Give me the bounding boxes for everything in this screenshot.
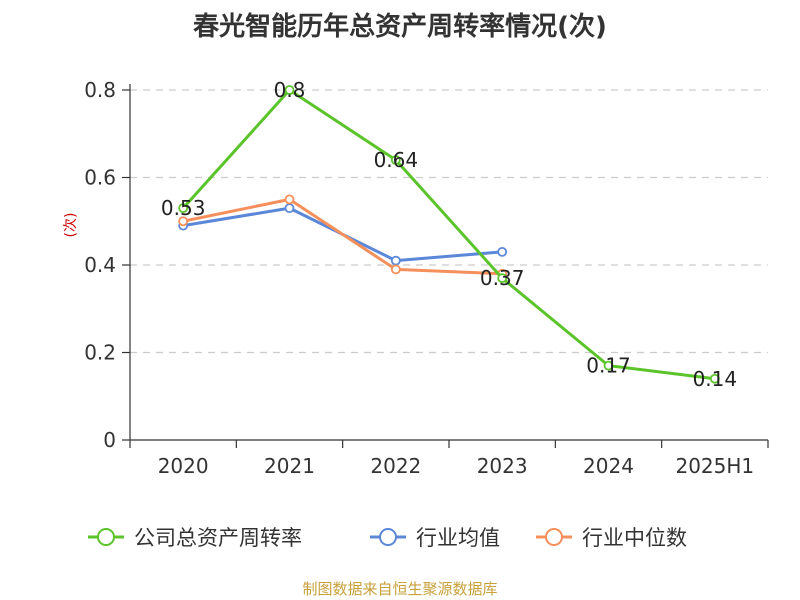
data-point bbox=[178, 216, 189, 227]
data-point bbox=[603, 360, 614, 371]
data-point bbox=[497, 246, 508, 257]
series-lines bbox=[178, 85, 720, 384]
data-point bbox=[390, 255, 401, 266]
data-point bbox=[497, 273, 508, 284]
legend-label: 行业中位数 bbox=[582, 526, 687, 550]
legend-label: 公司总资产周转率 bbox=[134, 526, 302, 550]
y-tick-label: 0.6 bbox=[84, 166, 116, 190]
y-axis-label: (次) bbox=[63, 213, 79, 238]
chart-title: 春光智能历年总资产周转率情况(次) bbox=[193, 12, 607, 42]
legend-marker bbox=[97, 528, 115, 546]
data-label: 0.64 bbox=[374, 148, 419, 172]
grid-lines bbox=[130, 89, 768, 354]
data-point bbox=[709, 373, 720, 384]
legend-label: 行业均值 bbox=[416, 526, 500, 550]
series-line bbox=[182, 197, 503, 276]
x-tick-label: 2022 bbox=[370, 454, 421, 478]
y-tick-label: 0.2 bbox=[84, 341, 116, 365]
data-label: 0.17 bbox=[586, 354, 631, 378]
y-tick-label: 0.4 bbox=[84, 253, 116, 277]
x-tick-label: 2023 bbox=[477, 454, 528, 478]
data-label: 0.53 bbox=[161, 196, 206, 220]
legend: 公司总资产周转率 行业均值 行业中位数 bbox=[88, 526, 687, 550]
series-line bbox=[182, 88, 716, 381]
legend-marker bbox=[545, 528, 563, 546]
data-point bbox=[178, 203, 189, 214]
x-tick-label: 2020 bbox=[158, 454, 209, 478]
data-point bbox=[284, 203, 295, 214]
data-label: 0.8 bbox=[274, 78, 306, 102]
data-label: 0.37 bbox=[480, 266, 525, 290]
y-tick-label: 0 bbox=[103, 428, 116, 452]
y-tick-label: 0.8 bbox=[84, 78, 116, 102]
data-point bbox=[284, 85, 295, 95]
x-tick-label: 2025H1 bbox=[675, 454, 754, 478]
data-label: 0.14 bbox=[693, 367, 738, 391]
data-labels: 0.53 0.8 0.64 0.37 0.17 0.14 bbox=[161, 78, 737, 391]
data-point bbox=[390, 155, 401, 165]
x-tick-label: 2021 bbox=[264, 454, 315, 478]
data-point bbox=[390, 264, 401, 275]
source-note: 制图数据来自恒生聚源数据库 bbox=[302, 580, 498, 598]
axes: 0 0.2 0.4 0.6 0.8 2020 2021 2022 2023 2024 2025H1 (… bbox=[63, 78, 769, 478]
legend-marker bbox=[379, 528, 397, 546]
data-point bbox=[284, 194, 295, 205]
x-tick-label: 2024 bbox=[583, 454, 634, 478]
